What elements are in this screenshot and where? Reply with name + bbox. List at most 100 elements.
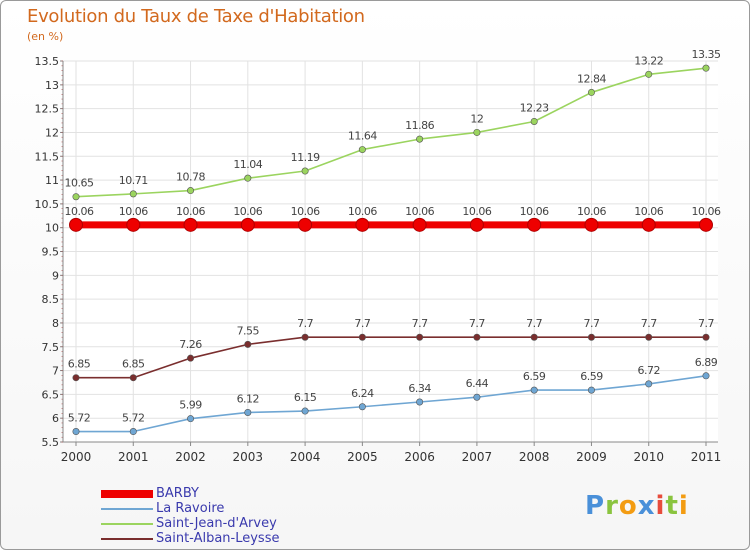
data-label: 11.64 [348, 130, 377, 143]
y-tick-label: 13 [45, 79, 59, 92]
data-label: 13.35 [692, 48, 721, 61]
x-tick-label: 2000 [61, 450, 92, 464]
y-tick-label: 9 [52, 269, 59, 282]
data-label: 6.24 [351, 387, 374, 400]
data-point [702, 64, 710, 72]
legend-swatch [101, 538, 153, 540]
data-point [244, 340, 252, 348]
data-label: 7.7 [698, 317, 714, 330]
data-label: 10.06 [634, 205, 663, 218]
data-point [298, 217, 313, 232]
data-label: 6.72 [637, 364, 660, 377]
y-tick-label: 6.5 [42, 388, 60, 401]
proxiti-logo: Proxiti [585, 491, 689, 521]
data-label: 10.06 [176, 205, 205, 218]
data-point [183, 217, 198, 232]
data-point [358, 403, 366, 411]
data-label: 7.26 [179, 338, 202, 351]
data-label: 10.06 [65, 205, 94, 218]
data-point [301, 167, 309, 175]
data-point [301, 333, 309, 341]
line-chart: 5.5 6 6.5 7 7.5 8 8.5 9 9.5 10 10.5 11 11.5 12 12.5 13 1… [35, 48, 722, 464]
data-label: 6.85 [68, 358, 91, 371]
logo-letter: o [618, 491, 638, 521]
data-point [129, 374, 137, 382]
series-line [75, 67, 707, 198]
y-tick-label: 10.5 [35, 198, 60, 211]
data-label: 10.06 [348, 205, 377, 218]
y-tick-label: 7 [52, 365, 59, 378]
x-tick-label: 2003 [233, 450, 264, 464]
legend-swatch [101, 490, 153, 498]
data-label: 7.55 [237, 324, 260, 337]
data-label: 6.15 [294, 391, 317, 404]
data-label: 12.23 [520, 101, 549, 114]
legend-swatch [101, 523, 153, 525]
data-label: 10.06 [405, 205, 434, 218]
data-label: 6.89 [695, 356, 718, 369]
data-point [645, 380, 653, 388]
logo-letter: i [678, 491, 689, 521]
x-tick-label: 2008 [519, 450, 550, 464]
data-label: 10.06 [291, 205, 320, 218]
y-tick-label: 10 [45, 222, 59, 235]
data-point [473, 333, 481, 341]
data-point [412, 217, 427, 232]
data-label: 7.7 [469, 317, 485, 330]
legend-label: BARBY [156, 486, 199, 501]
legend-swatch [101, 508, 153, 510]
data-point [72, 374, 80, 382]
chart-unit: (en %) [27, 30, 64, 43]
legend-label: La Ravoire [156, 501, 225, 516]
data-point [416, 398, 424, 406]
data-label: 10.06 [233, 205, 262, 218]
y-tick-label: 13.5 [35, 55, 60, 68]
data-point [126, 217, 141, 232]
legend-label: Saint-Jean-d'Arvey [156, 516, 277, 531]
legend-label: Saint-Alban-Leysse [156, 531, 280, 546]
data-label: 7.7 [641, 317, 657, 330]
data-point [645, 70, 653, 78]
y-tick-label: 6 [52, 412, 59, 425]
data-label: 6.34 [408, 382, 431, 395]
data-label: 5.72 [68, 412, 91, 425]
y-tick-label: 12.5 [35, 103, 60, 116]
data-point [702, 333, 710, 341]
data-label: 10.78 [176, 171, 205, 184]
data-point [187, 187, 195, 195]
data-point [641, 217, 656, 232]
y-tick-label: 5.5 [42, 436, 60, 449]
logo-letter: x [637, 491, 656, 521]
data-point [72, 428, 80, 436]
data-label: 6.59 [580, 370, 603, 383]
chart-title: Evolution du Taux de Taxe d'Habitation [27, 6, 365, 27]
data-point [473, 393, 481, 401]
data-point [244, 408, 252, 416]
data-label: 6.85 [122, 358, 145, 371]
data-point [240, 217, 255, 232]
data-point [645, 333, 653, 341]
x-tick-label: 2007 [462, 450, 493, 464]
data-point [358, 146, 366, 154]
data-point [129, 428, 137, 436]
data-point [69, 217, 83, 232]
data-label: 11.86 [405, 119, 434, 132]
logo-letter: r [605, 491, 619, 521]
data-point [530, 117, 538, 125]
y-tick-label: 11.5 [35, 150, 60, 163]
data-label: 7.7 [297, 317, 313, 330]
data-point [699, 217, 713, 232]
data-label: 5.99 [179, 399, 202, 412]
x-tick-label: 2006 [404, 450, 435, 464]
data-point [584, 217, 599, 232]
series-line [76, 336, 706, 379]
data-label: 10.71 [119, 174, 148, 187]
y-tick-label: 9.5 [42, 246, 60, 259]
logo-letter: i [655, 491, 666, 521]
y-tick-label: 8 [52, 317, 59, 330]
data-point [187, 354, 195, 362]
data-label: 6.59 [523, 370, 546, 383]
data-label: 10.06 [520, 205, 549, 218]
data-point [301, 407, 309, 415]
